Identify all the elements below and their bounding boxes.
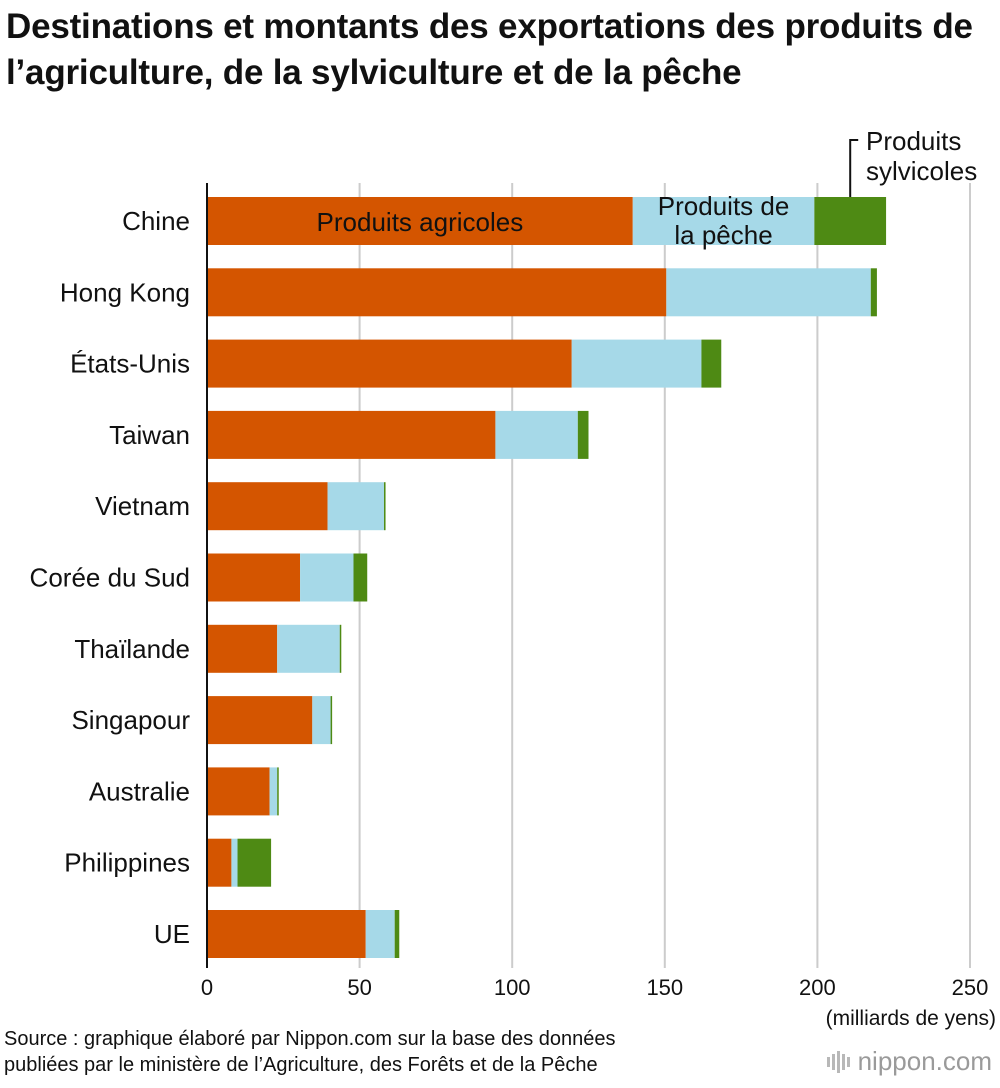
bar-philippines-produits-de-la-peche: [231, 838, 238, 887]
chart-title: Destinations et montants des exportation…: [6, 7, 973, 92]
bar-singapour-produits-de-la-peche: [312, 696, 331, 745]
bar-singapour-produits-sylvicoles: [330, 696, 333, 745]
annotation-produits-peche-line1: Produits de: [658, 191, 790, 221]
bar-coree-du-sud-produits-sylvicoles: [353, 553, 368, 602]
category-label-chine: Chine: [122, 206, 190, 236]
bar-chine-produits-sylvicoles: [814, 197, 887, 245]
annotation-produits-sylvicoles-line2: sylvicoles: [866, 156, 977, 186]
category-label-ue: UE: [154, 919, 190, 949]
bars: [207, 197, 887, 958]
source-line-2: publiées par le ministère de l’Agricultu…: [4, 1054, 598, 1076]
bar-thailande-produits-sylvicoles: [339, 624, 342, 673]
bar-thailande-produits-agricoles: [207, 624, 278, 673]
source-line-1: Source : graphique élaboré par Nippon.co…: [4, 1028, 616, 1050]
x-tick-50: 50: [347, 975, 371, 1000]
bar-hong-kong-produits-de-la-peche: [666, 268, 871, 317]
annotation-produits-sylvicoles-line1: Produits: [866, 126, 961, 156]
category-label-singapour: Singapour: [71, 705, 190, 735]
bar-taiwan-produits-de-la-peche: [495, 410, 578, 459]
category-label-australie: Australie: [89, 776, 190, 806]
category-label-coree-du-sud: Corée du Sud: [30, 563, 190, 593]
category-label-hong-kong: Hong Kong: [60, 277, 190, 307]
x-axis-unit-label: (milliards de yens): [826, 1007, 996, 1030]
category-label-thailande: Thaïlande: [74, 634, 190, 664]
bar-australie-produits-sylvicoles: [277, 767, 279, 816]
x-tick-100: 100: [494, 975, 531, 1000]
x-tick-250: 250: [952, 975, 989, 1000]
category-labels: Chine Hong Kong États-Unis Taiwan Vietnam Cor…: [30, 206, 191, 949]
bar-ue-produits-de-la-peche: [365, 910, 395, 958]
nippon-logo: nippon.com: [826, 1046, 992, 1077]
bar-coree-du-sud-produits-agricoles: [207, 553, 301, 602]
x-tick-150: 150: [646, 975, 683, 1000]
bar-hong-kong-produits-sylvicoles: [870, 268, 877, 317]
x-tick-0: 0: [201, 975, 213, 1000]
x-tick-200: 200: [799, 975, 836, 1000]
bar-singapour-produits-agricoles: [207, 696, 313, 745]
bar-etats-unis-produits-sylvicoles: [701, 339, 722, 388]
bar-ue-produits-sylvicoles: [394, 910, 400, 958]
bar-vietnam-produits-de-la-peche: [327, 482, 385, 531]
category-label-vietnam: Vietnam: [95, 491, 190, 521]
logo-bars-icon: [826, 1050, 850, 1073]
bar-chine-produits-de-la-peche: [632, 197, 815, 245]
bar-australie-produits-agricoles: [207, 767, 270, 816]
annotation-sylvicoles-leader-line: [849, 139, 859, 197]
bar-etats-unis-produits-de-la-peche: [571, 339, 702, 388]
bar-philippines-produits-agricoles: [207, 838, 232, 887]
bar-chine-produits-agricoles: [207, 197, 633, 245]
bar-taiwan-produits-sylvicoles: [577, 410, 589, 459]
brand-name: nippon.com: [857, 1046, 992, 1076]
bar-vietnam-produits-agricoles: [207, 482, 328, 531]
bar-hong-kong-produits-agricoles: [207, 268, 667, 317]
bar-thailande-produits-de-la-peche: [277, 624, 340, 673]
bar-taiwan-produits-agricoles: [207, 410, 496, 459]
bar-etats-unis-produits-agricoles: [207, 339, 572, 388]
category-label-philippines: Philippines: [64, 848, 190, 878]
bar-coree-du-sud-produits-de-la-peche: [300, 553, 354, 602]
category-label-taiwan: Taiwan: [109, 420, 190, 450]
x-tick-labels: 0 50 100 150 200 250: [201, 975, 988, 1000]
annotation-produits-peche-line2: la pêche: [674, 220, 772, 250]
bar-australie-produits-de-la-peche: [269, 767, 278, 816]
bar-vietnam-produits-sylvicoles: [384, 482, 386, 531]
bar-philippines-produits-sylvicoles: [237, 838, 272, 887]
annotation-produits-agricoles: Produits agricoles: [317, 207, 524, 237]
source-note: Source : graphique élaboré par Nippon.co…: [4, 1026, 616, 1078]
bar-ue-produits-agricoles: [207, 910, 366, 958]
category-label-etats-unis: États-Unis: [70, 349, 190, 379]
